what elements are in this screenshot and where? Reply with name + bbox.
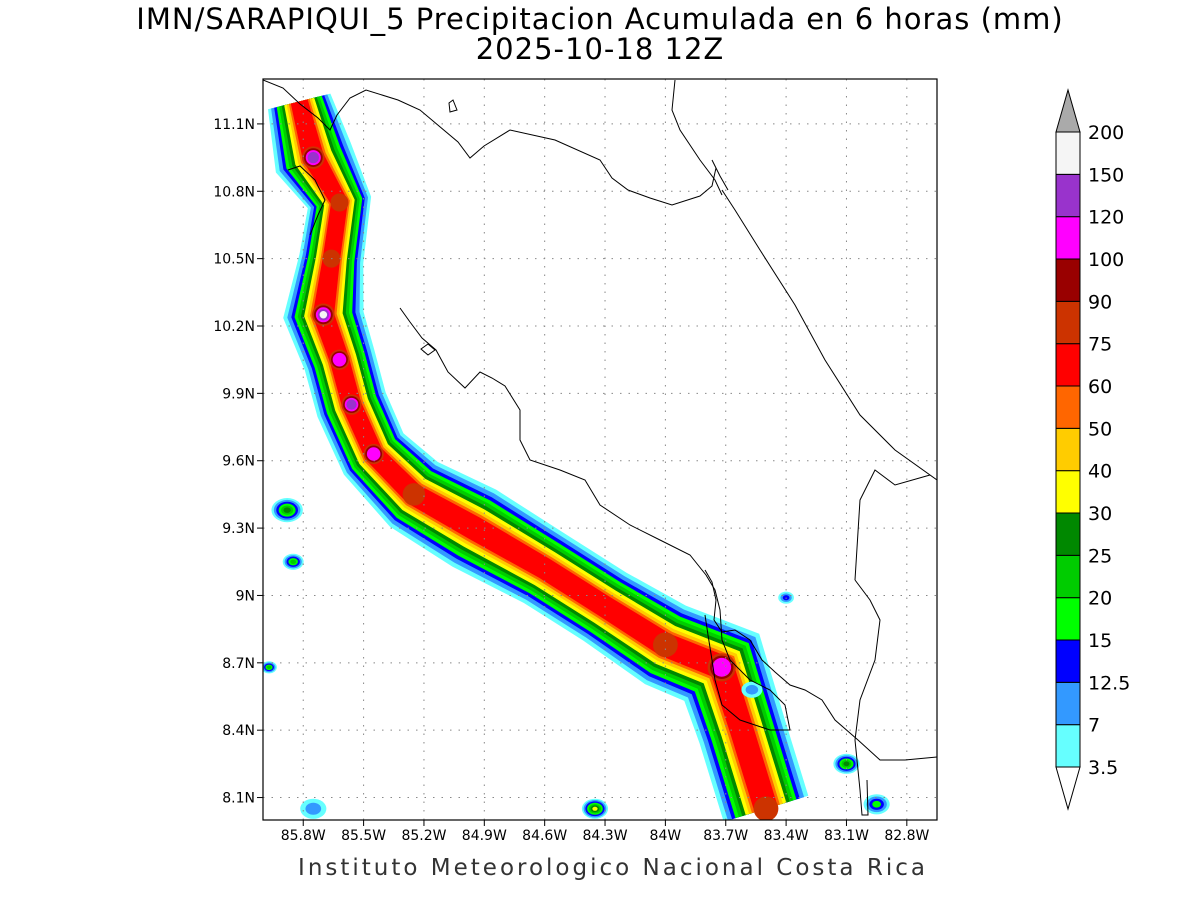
lat-tick-label: 8.4N: [222, 723, 255, 739]
colorbar-label-12.5: 12.5: [1088, 672, 1130, 694]
lon-tick-label: 84.3W: [583, 828, 628, 844]
precipitation-field: [263, 93, 890, 820]
lon-tick-label: 82.8W: [884, 828, 929, 844]
colorbar-label-30: 30: [1088, 503, 1112, 525]
coastlines-and-borders: [263, 79, 937, 816]
colorbar-under-arrow: [1055, 766, 1081, 811]
colorbar-label-200: 200: [1088, 122, 1124, 144]
gulf-of-nicoya-island: [420, 343, 436, 356]
colorbar-box-90: [1055, 258, 1081, 302]
lon-tick-label: 84.9W: [462, 828, 507, 844]
precip-cell: [266, 665, 272, 669]
precip-cell: [745, 684, 759, 695]
precip-core-75: [652, 632, 678, 658]
nicaragua-coast: [263, 79, 729, 206]
colorbar-box-120: [1055, 173, 1081, 218]
colorbar: 3.5 7 12.5 15 20 25 30 40 50 60 75 90 100 120 150 200: [1055, 88, 1130, 811]
colorbar-over-arrow: [1055, 88, 1081, 133]
lat-tick-label: 10.5N: [213, 252, 255, 268]
lat-lon-grid: [263, 79, 937, 820]
colorbar-label-75: 75: [1088, 334, 1112, 356]
lon-tick-label: 85.5W: [341, 828, 386, 844]
precip-core-100: [332, 352, 347, 367]
lat-tick-label: 9.9N: [222, 386, 255, 402]
lat-tick-label: 10.2N: [213, 319, 255, 335]
colorbar-box-100: [1055, 216, 1081, 260]
colorbar-label-20: 20: [1088, 588, 1112, 610]
precip-cell: [872, 800, 882, 808]
colorbar-label-150: 150: [1088, 164, 1124, 186]
colorbar-box-60: [1055, 343, 1081, 387]
lat-tick-label: 8.1N: [222, 791, 255, 807]
lat-tick-label: 9N: [236, 588, 255, 604]
colorbar-box-7: [1055, 681, 1081, 726]
colorbar-label-60: 60: [1088, 376, 1112, 398]
lon-tick-label: 85.8W: [281, 828, 326, 844]
precip-cell: [843, 761, 850, 767]
precip-core-100: [366, 447, 381, 461]
lon-tick-label: 83.7W: [703, 828, 748, 844]
lat-tick-label: 11.1N: [213, 117, 255, 133]
colorbar-box-75: [1055, 300, 1081, 345]
precip-cell: [290, 559, 297, 564]
precip-core-100: [712, 657, 732, 677]
colorbar-label-120: 120: [1088, 207, 1124, 229]
colorbar-label-40: 40: [1088, 461, 1112, 483]
pacific-coast-south: [704, 569, 937, 761]
colorbar-label-25: 25: [1088, 545, 1112, 567]
axis-ticks: 85.8W 85.5W 85.2W 84.9W 84.6W 84.3W 84W 83.7W 83…: [213, 117, 929, 844]
precip-core-120: [346, 399, 357, 410]
colorbar-box-40: [1055, 427, 1081, 472]
colorbar-box-12.5: [1055, 639, 1081, 683]
colorbar-label-90: 90: [1088, 291, 1112, 313]
colorbar-box-150: [1055, 131, 1081, 175]
colorbar-box-50: [1055, 385, 1081, 429]
colorbar-label-7: 7: [1088, 715, 1100, 737]
lat-tick-label: 9.3N: [222, 521, 255, 537]
colorbar-label-50: 50: [1088, 418, 1112, 440]
footer-credit: Instituto Meteorologico Nacional Costa R…: [298, 855, 928, 881]
colorbar-label-100: 100: [1088, 249, 1124, 271]
precip-core-75: [402, 483, 426, 506]
colorbar-box-15: [1055, 597, 1081, 641]
lon-tick-label: 84.6W: [522, 828, 567, 844]
lat-tick-label: 8.7N: [222, 656, 255, 672]
chart-title: IMN/SARAPIQUI_5 Precipitacion Acumulada …: [136, 2, 1064, 36]
nicoya-peninsula: [399, 307, 791, 731]
colorbar-box-30: [1055, 470, 1081, 514]
colorbar-label-3.5: 3.5: [1088, 757, 1118, 779]
nicaragua-costa-rica-border: [287, 79, 723, 236]
colorbar-box-3.5: [1055, 724, 1081, 768]
plot-frame: [262, 78, 938, 821]
colorbar-box-25: [1055, 512, 1081, 556]
caribbean-coast: [721, 189, 937, 481]
precip-core-75: [753, 796, 779, 820]
lon-tick-label: 85.2W: [401, 828, 446, 844]
precip-core-75: [330, 193, 349, 212]
lon-tick-label: 84W: [650, 828, 682, 844]
precip-cell: [305, 802, 322, 815]
colorbar-label-15: 15: [1088, 630, 1112, 652]
lon-tick-label: 83.4W: [764, 828, 809, 844]
panama-border: [704, 614, 790, 731]
precip-core-150: [319, 311, 328, 319]
lon-tick-label: 83.1W: [824, 828, 869, 844]
lat-tick-label: 9.6N: [222, 454, 255, 470]
lat-tick-label: 10.8N: [213, 184, 255, 200]
colorbar-box-20: [1055, 554, 1081, 599]
precip-cell: [592, 806, 598, 811]
precip-core-120: [307, 151, 319, 164]
chart-subtitle-date: 2025-10-18 12Z: [475, 32, 725, 66]
nicaragua-lake-island: [448, 99, 458, 113]
precip-contour-60: [290, 99, 778, 813]
panama-coast: [854, 469, 931, 816]
precip-cell: [283, 507, 291, 513]
